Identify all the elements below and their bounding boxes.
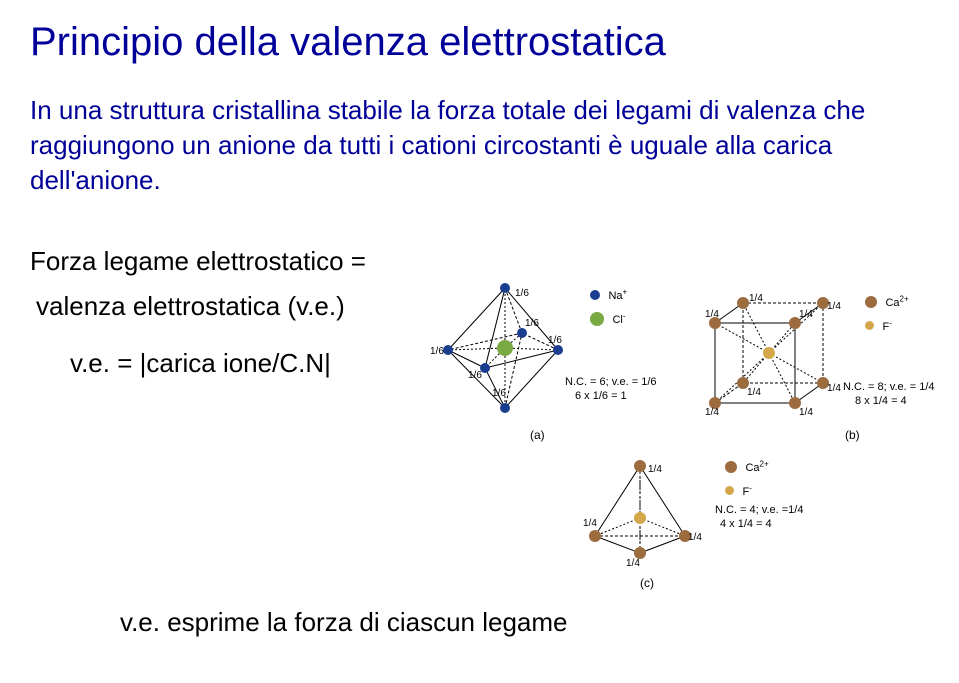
diagram-a: 1/6 1/6 1/6 1/6 1/6 1/6 Na+ Cl- N.C. = 6…	[430, 278, 660, 458]
legend-na: Na+	[608, 290, 627, 302]
diagram-c: 1/4 1/4 1/4 1/4 Ca2+ F- N.C. = 4; v.e. =…	[580, 458, 810, 598]
diagram-b: 1/4 1/4 1/4 1/4 1/4 1/4 1/4 1/4 Ca2+ F- …	[705, 293, 935, 463]
svg-text:1/4: 1/4	[705, 309, 719, 320]
caption-b1: N.C. = 8; v.e. = 1/4	[843, 381, 935, 393]
caption-a2: 6 x 1/6 = 1	[575, 390, 627, 402]
svg-text:1/4: 1/4	[749, 293, 763, 304]
caption-a1: N.C. = 6; v.e. = 1/6	[565, 376, 657, 388]
svg-text:1/4: 1/4	[827, 383, 841, 394]
caption-b2: 8 x 1/4 = 4	[855, 395, 907, 407]
svg-text:1/6: 1/6	[548, 335, 562, 346]
svg-text:1/6: 1/6	[515, 288, 529, 299]
legend-f-b: F-	[882, 321, 891, 333]
formula-line-1: Forza legame elettrostatico =	[30, 242, 929, 281]
svg-text:1/4: 1/4	[626, 558, 640, 569]
legend-cl: Cl-	[612, 314, 625, 326]
panel-a: (a)	[530, 428, 545, 442]
legend-c: Ca2+ F-	[725, 458, 769, 500]
bottom-statement: v.e. esprime la forza di ciascun legame	[120, 607, 568, 638]
intro-paragraph: In una struttura cristallina stabile la …	[30, 93, 910, 198]
svg-text:1/6: 1/6	[492, 388, 506, 399]
legend-a: Na+ Cl-	[590, 286, 627, 328]
tetra-svg: 1/4 1/4 1/4 1/4	[580, 458, 810, 598]
page-title: Principio della valenza elettrostatica	[30, 20, 929, 65]
svg-text:1/4: 1/4	[799, 407, 813, 418]
panel-c: (c)	[640, 576, 654, 590]
legend-b: Ca2+ F-	[865, 293, 909, 335]
svg-text:1/4: 1/4	[583, 518, 597, 529]
legend-f-c: F-	[742, 486, 751, 498]
svg-text:1/4: 1/4	[827, 301, 841, 312]
caption-c1: N.C. = 4; v.e. =1/4	[715, 504, 803, 516]
legend-ca-b: Ca2+	[885, 297, 908, 309]
svg-text:1/4: 1/4	[688, 532, 702, 543]
svg-text:1/6: 1/6	[430, 346, 444, 357]
svg-text:1/4: 1/4	[747, 387, 761, 398]
svg-text:1/6: 1/6	[468, 370, 482, 381]
caption-c2: 4 x 1/4 = 4	[720, 518, 772, 530]
svg-text:1/4: 1/4	[799, 309, 813, 320]
legend-ca-c: Ca2+	[745, 462, 768, 474]
panel-b: (b)	[845, 428, 860, 442]
svg-text:1/4: 1/4	[648, 464, 662, 475]
svg-text:1/6: 1/6	[525, 318, 539, 329]
diagram-area: 1/6 1/6 1/6 1/6 1/6 1/6 Na+ Cl- N.C. = 6…	[430, 278, 930, 598]
svg-text:1/4: 1/4	[705, 407, 719, 418]
